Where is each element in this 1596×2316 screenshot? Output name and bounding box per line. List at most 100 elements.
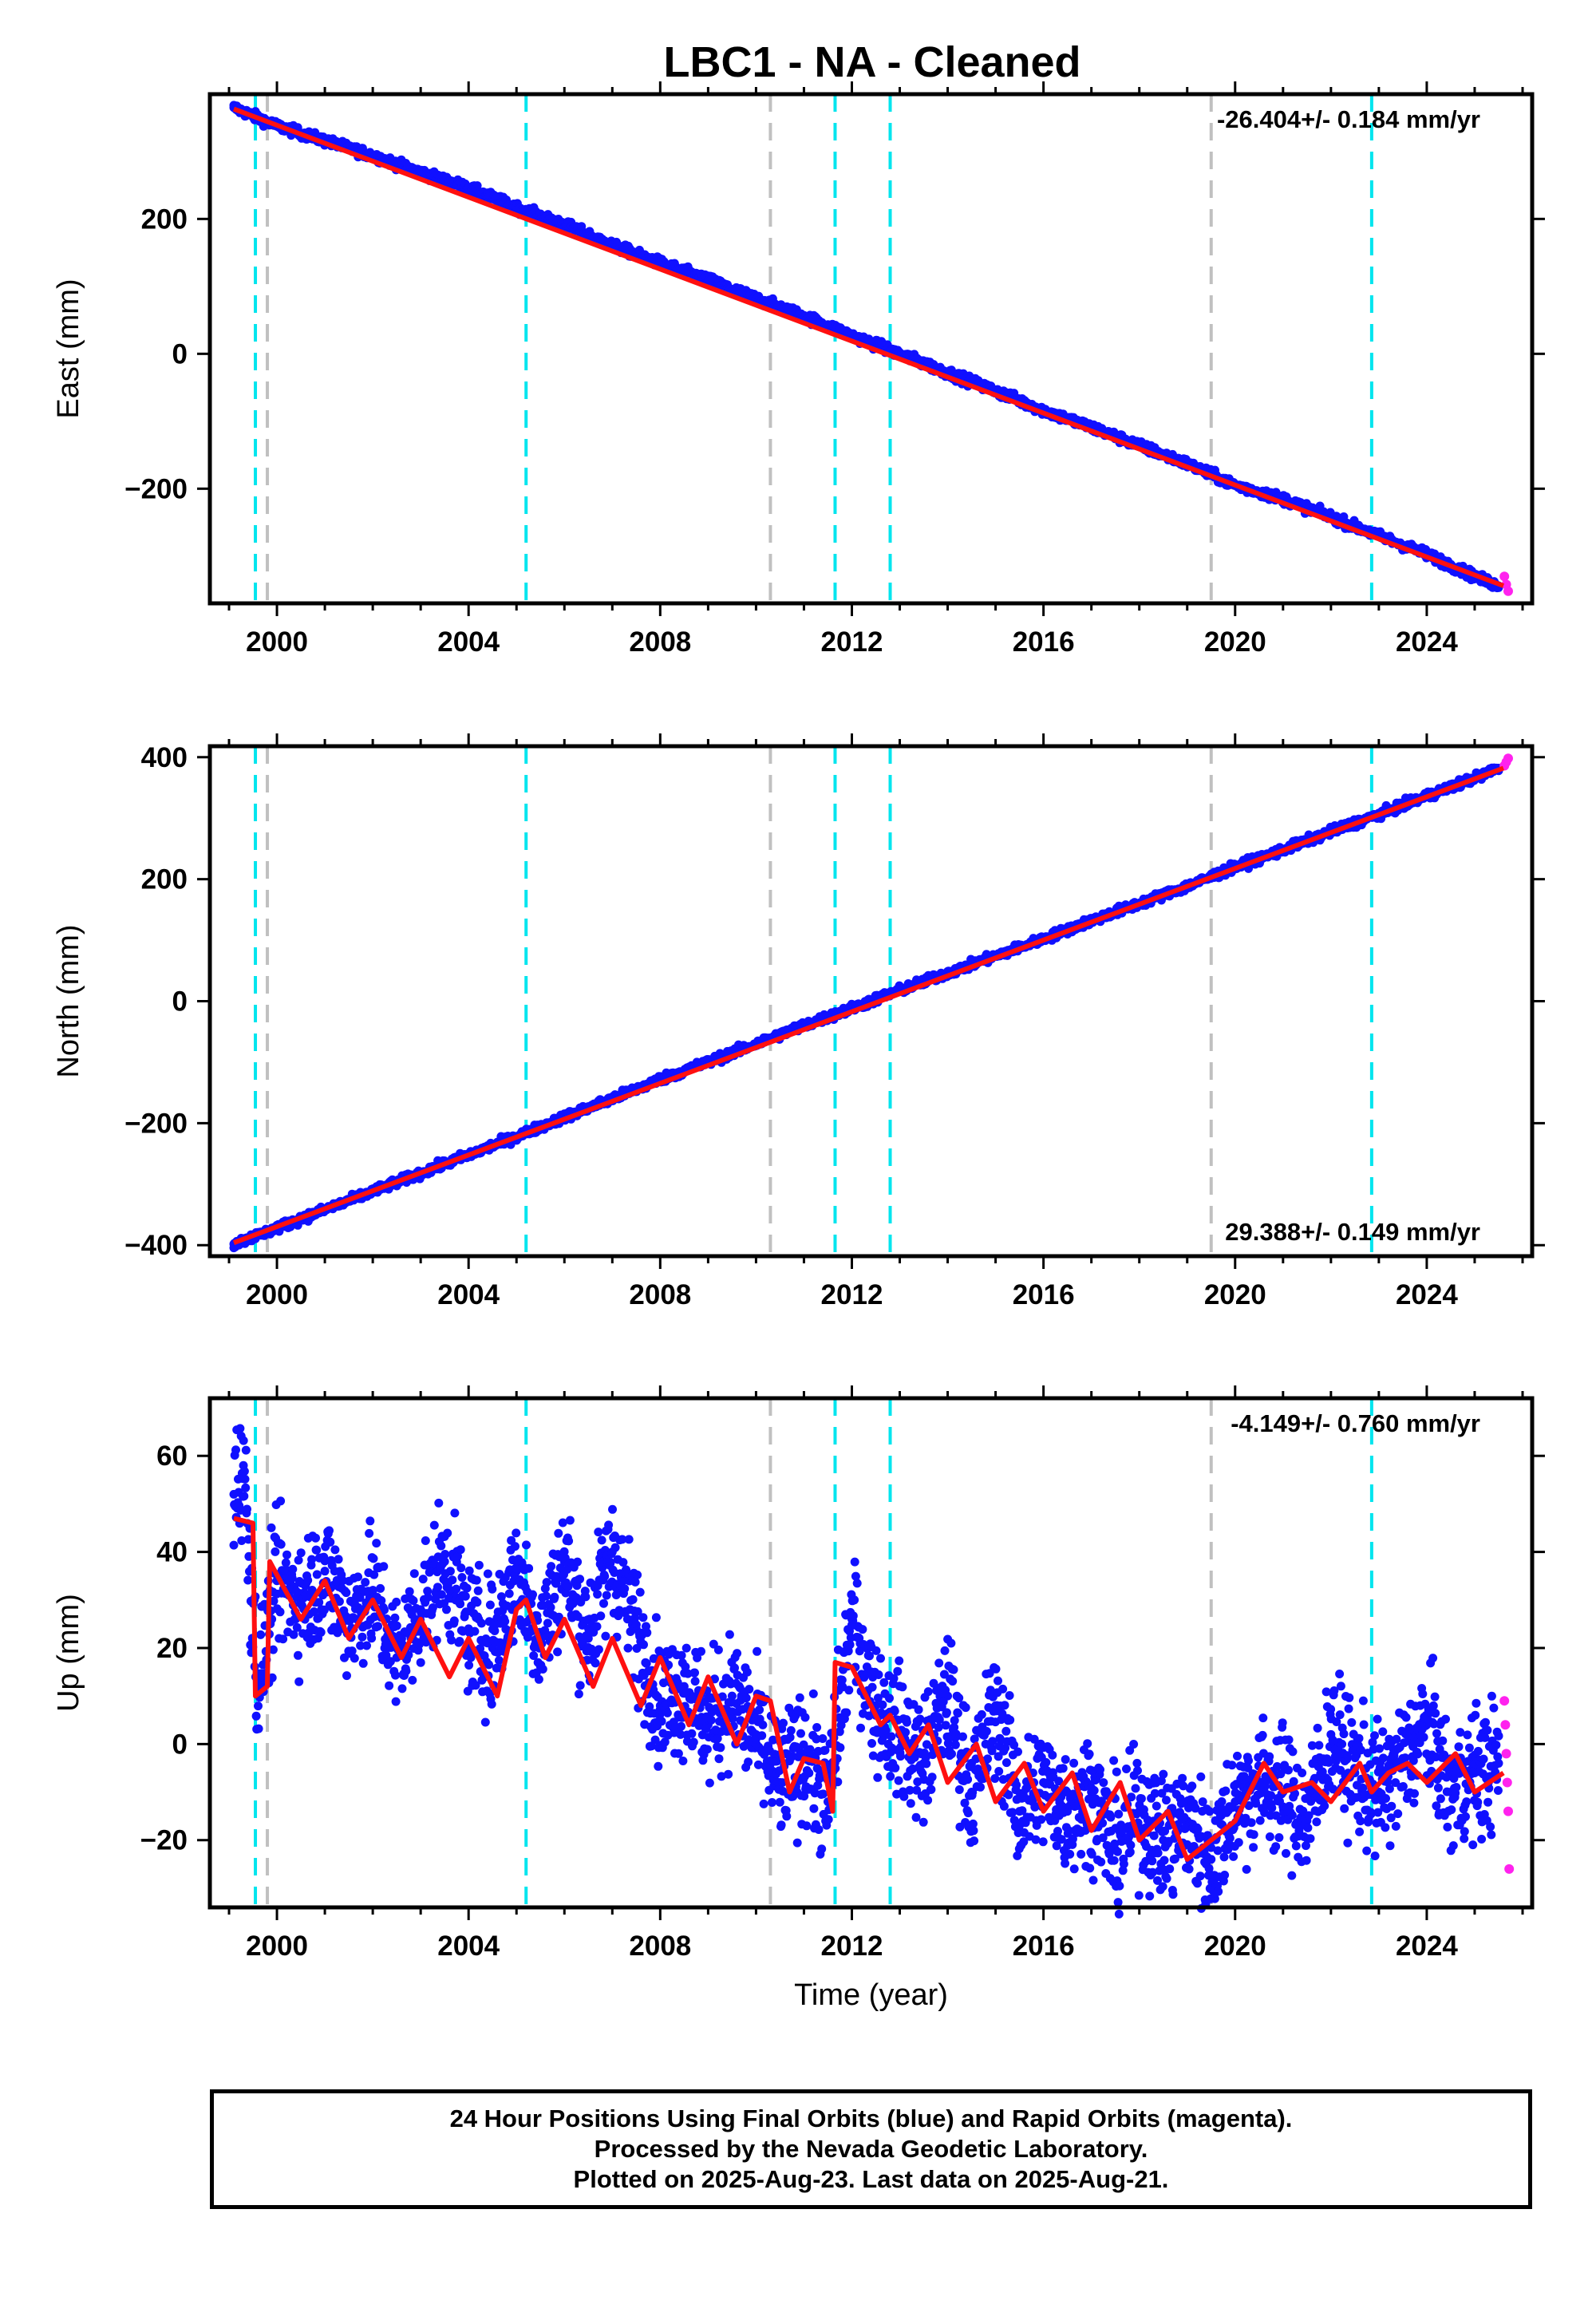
final-orbit-point xyxy=(464,1566,474,1575)
final-orbit-point xyxy=(594,1645,603,1654)
final-orbit-point xyxy=(705,1778,714,1788)
final-orbit-point xyxy=(409,1596,418,1606)
final-orbit-point xyxy=(538,1665,547,1674)
final-orbit-point xyxy=(524,1563,534,1573)
final-orbit-point xyxy=(271,1547,280,1556)
final-orbit-point xyxy=(325,1526,334,1535)
final-orbit-point xyxy=(522,1540,531,1550)
final-orbit-point xyxy=(677,1721,685,1731)
final-orbit-point xyxy=(354,1572,362,1582)
x-tick-label: 2004 xyxy=(437,626,500,658)
final-orbit-point xyxy=(365,1516,375,1526)
final-orbit-point xyxy=(392,1621,401,1630)
final-orbit-point xyxy=(776,1820,786,1830)
final-orbit-point xyxy=(528,1590,537,1599)
panel-north: 2000 2004 2008 2012 2016 2020 2024−400−2000200… xyxy=(52,733,1545,1310)
final-orbit-point xyxy=(282,1550,291,1559)
final-orbit-point xyxy=(449,1616,459,1626)
final-orbit-point xyxy=(483,1569,492,1579)
final-orbit-point xyxy=(623,1643,633,1653)
final-orbit-point xyxy=(276,1496,286,1506)
final-orbit-point xyxy=(485,1600,495,1610)
final-orbit-point xyxy=(487,1699,496,1709)
final-orbit-point xyxy=(814,1825,824,1834)
final-orbit-point xyxy=(597,1535,606,1545)
x-tick-label: 2008 xyxy=(629,1279,691,1310)
final-orbit-point xyxy=(500,1617,510,1626)
final-orbit-point xyxy=(464,1661,474,1670)
final-orbit-point xyxy=(592,1622,602,1631)
final-orbit-point xyxy=(434,1498,444,1508)
final-orbit-point xyxy=(445,1567,455,1576)
final-orbit-point xyxy=(408,1675,417,1685)
final-orbit-point xyxy=(706,1715,716,1725)
final-orbit-point xyxy=(294,1650,302,1660)
final-orbit-point xyxy=(385,1681,394,1690)
final-orbit-point xyxy=(654,1761,663,1771)
chart-title: LBC1 - NA - Cleaned xyxy=(663,38,1080,86)
final-orbit-point xyxy=(796,1748,805,1757)
model-fit-line xyxy=(232,765,1505,1246)
final-orbit-point xyxy=(376,1583,385,1593)
final-orbit-point xyxy=(850,1557,859,1567)
final-orbit-point xyxy=(361,1578,370,1587)
final-orbit-point xyxy=(288,1564,298,1574)
final-orbit-point xyxy=(438,1559,448,1568)
final-orbit-point xyxy=(642,1628,652,1638)
final-orbit-point xyxy=(620,1584,630,1594)
final-orbit-point xyxy=(397,1684,407,1694)
final-orbit-point xyxy=(456,1545,465,1555)
final-orbit-point xyxy=(836,1743,845,1753)
rapid-orbit-point xyxy=(1499,571,1510,582)
final-orbit-point xyxy=(812,1723,822,1732)
final-orbit-point xyxy=(842,1708,851,1717)
final-orbit-point xyxy=(594,1528,603,1537)
y-tick-label: −200 xyxy=(124,1108,188,1139)
final-orbit-point xyxy=(601,1631,610,1641)
panel-east: 2000 2004 2008 2012 2016 2020 2024−2000200East… xyxy=(52,81,1545,658)
final-orbit-point xyxy=(745,1685,754,1694)
final-orbit-point xyxy=(850,1595,859,1605)
final-orbit-point xyxy=(437,1541,446,1551)
final-orbit-point xyxy=(254,1701,263,1711)
x-tick-label: 2008 xyxy=(629,626,691,658)
x-tick-label: 2024 xyxy=(1396,1279,1458,1310)
final-orbit-point xyxy=(800,1713,810,1722)
final-orbit-point xyxy=(416,1658,425,1667)
final-orbit-point xyxy=(239,1467,249,1476)
final-orbit-point xyxy=(689,1737,698,1747)
final-orbit-point xyxy=(633,1570,642,1579)
final-orbit-point xyxy=(342,1671,351,1681)
final-orbit-point xyxy=(809,1804,819,1813)
final-orbit-point xyxy=(534,1674,543,1684)
x-tick-label: 2000 xyxy=(246,626,308,658)
final-orbit-point xyxy=(553,1647,563,1657)
final-orbit-point xyxy=(251,1711,261,1721)
final-orbit-point xyxy=(418,1575,428,1584)
final-orbit-point xyxy=(423,1593,433,1602)
final-orbit-point xyxy=(473,1586,483,1595)
final-orbit-point xyxy=(856,1723,865,1733)
final-orbit-point xyxy=(753,1646,762,1656)
final-orbit-point xyxy=(792,1838,802,1848)
final-orbit-point xyxy=(472,1575,481,1585)
final-orbit-point xyxy=(312,1545,322,1555)
final-orbit-point xyxy=(768,1798,776,1807)
final-orbit-point xyxy=(373,1622,382,1631)
final-orbit-point xyxy=(254,1724,263,1733)
final-orbit-point xyxy=(724,1769,733,1779)
final-orbit-point xyxy=(369,1554,378,1563)
final-orbit-point xyxy=(755,1705,764,1714)
final-orbit-point xyxy=(824,1815,833,1824)
final-orbit-point xyxy=(543,1618,552,1628)
final-orbit-point xyxy=(358,1658,368,1668)
x-tick-label: 2024 xyxy=(1396,626,1458,658)
final-orbit-point xyxy=(628,1595,638,1604)
final-orbit-point xyxy=(575,1681,585,1690)
final-orbit-point xyxy=(235,1424,245,1433)
final-orbit-point xyxy=(472,1598,482,1607)
rate-annotation: -26.404+/- 0.184 mm/yr xyxy=(1217,105,1480,133)
final-orbit-point xyxy=(456,1599,465,1609)
final-orbit-point xyxy=(608,1504,617,1514)
final-orbit-point xyxy=(470,1626,480,1636)
